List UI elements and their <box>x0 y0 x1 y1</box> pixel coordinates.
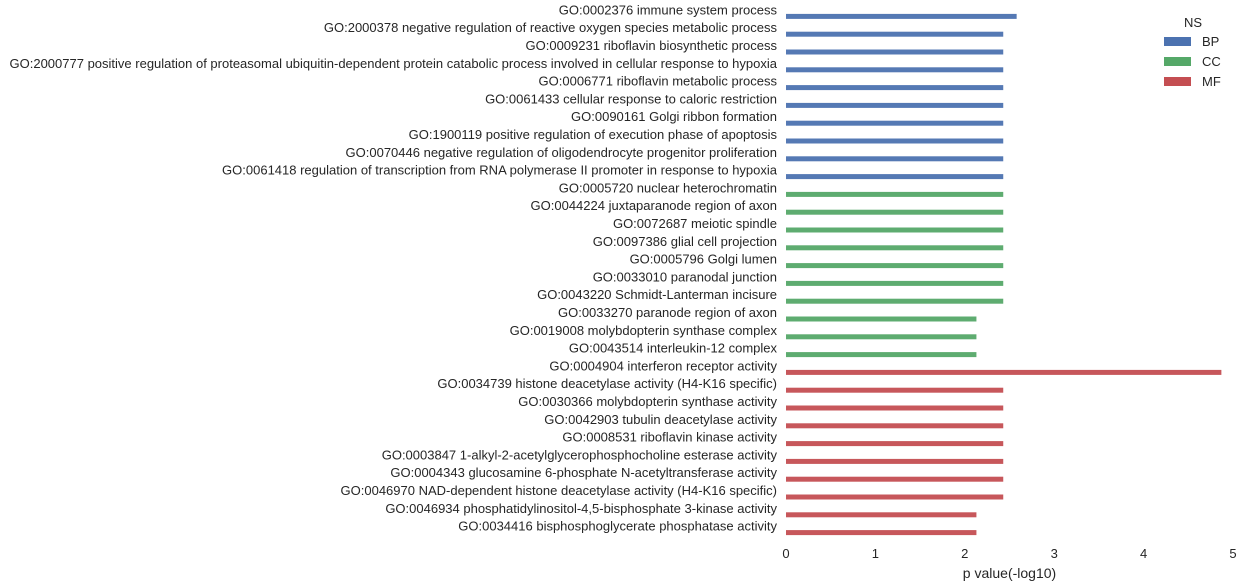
category-label: GO:0002376 immune system process <box>559 2 778 17</box>
category-label: GO:0004904 interferon receptor activity <box>549 358 777 373</box>
category-label: GO:0004343 glucosamine 6-phosphate N-ace… <box>390 465 777 480</box>
category-label: GO:0090161 Golgi ribbon formation <box>571 109 777 124</box>
x-tick-label: 3 <box>1051 546 1058 561</box>
bar-mf <box>786 387 1004 393</box>
bar-bp <box>786 138 1004 144</box>
category-label: GO:0046934 phosphatidylinositol-4,5-bisp… <box>385 501 777 516</box>
bar-cc <box>786 245 1004 251</box>
bar-bp <box>786 174 1004 180</box>
bar-cc <box>786 352 977 358</box>
category-label: GO:1900119 positive regulation of execut… <box>409 127 778 142</box>
bar-mf <box>786 476 1004 482</box>
bar-bp <box>786 31 1004 37</box>
bar-cc <box>786 191 1004 197</box>
category-labels: GO:0002376 immune system process GO:20003… <box>10 2 778 533</box>
bar-cc <box>786 263 1004 269</box>
category-label: GO:0042903 tubulin deacetylase activity <box>544 412 777 427</box>
legend-title: NS <box>1184 15 1202 30</box>
category-label: GO:0030366 molybdopterin synthase activi… <box>518 394 777 409</box>
category-label: GO:2000777 positive regulation of protea… <box>10 56 778 71</box>
bar-bp <box>786 49 1004 55</box>
category-label: GO:0008531 riboflavin kinase activity <box>562 430 777 445</box>
bar-cc <box>786 316 977 322</box>
category-label: GO:0061433 cellular response to caloric … <box>485 91 777 106</box>
legend-entry-label: MF <box>1202 74 1221 89</box>
bar-bp <box>786 85 1004 91</box>
category-label: GO:0043220 Schmidt-Lanterman incisure <box>537 287 777 302</box>
bar-bp <box>786 102 1004 108</box>
bar-mf <box>786 369 1222 375</box>
category-label: GO:0061418 regulation of transcription f… <box>222 163 778 178</box>
bar-bp <box>786 67 1004 73</box>
category-label: GO:0009231 riboflavin biosynthetic proce… <box>526 38 778 53</box>
legend-entry-label: BP <box>1202 34 1219 49</box>
category-label: GO:0019008 molybdopterin synthase comple… <box>510 323 778 338</box>
x-tick-label: 1 <box>872 546 879 561</box>
category-label: GO:0072687 meiotic spindle <box>613 216 777 231</box>
x-axis-ticks: 0 1 2 3 4 5 <box>782 546 1236 561</box>
legend-swatch-mf <box>1164 77 1191 86</box>
category-label: GO:0044224 juxtaparanode region of axon <box>531 198 777 213</box>
category-label: GO:0097386 glial cell projection <box>593 234 777 249</box>
bar-cc <box>786 227 1004 233</box>
bar-mf <box>786 405 1004 411</box>
category-label: GO:0034416 bisphosphoglycerate phosphata… <box>458 519 777 534</box>
bar-mf <box>786 423 1004 429</box>
category-label: GO:0043514 interleukin-12 complex <box>569 341 778 356</box>
category-label: GO:0070446 negative regulation of oligod… <box>346 145 777 160</box>
legend-entry-label: CC <box>1202 54 1221 69</box>
bar-mf <box>786 441 1004 447</box>
category-label: GO:0033270 paranode region of axon <box>558 305 777 320</box>
bar-bp <box>786 120 1004 126</box>
bar-mf <box>786 494 1004 500</box>
x-axis-label: p value(-log10) <box>963 565 1056 581</box>
bars <box>786 13 1222 536</box>
x-tick-label: 2 <box>961 546 968 561</box>
x-tick-label: 5 <box>1229 546 1236 561</box>
category-label: GO:0005796 Golgi lumen <box>630 252 777 267</box>
bar-cc <box>786 280 1004 286</box>
bar-mf <box>786 512 977 518</box>
category-label: GO:0046970 NAD-dependent histone deacety… <box>341 483 777 498</box>
category-label: GO:0005720 nuclear heterochromatin <box>559 180 777 195</box>
bar-cc <box>786 298 1004 304</box>
bar-cc <box>786 209 1004 215</box>
legend-swatch-bp <box>1164 37 1191 46</box>
x-tick-label: 4 <box>1140 546 1147 561</box>
category-label: GO:2000378 negative regulation of reacti… <box>324 20 778 35</box>
x-tick-label: 0 <box>782 546 789 561</box>
category-label: GO:0034739 histone deacetylase activity … <box>437 376 777 391</box>
bar-mf <box>786 458 1004 464</box>
category-label: GO:0006771 riboflavin metabolic process <box>539 74 778 89</box>
category-label: GO:0003847 1-alkyl-2-acetylglycerophosph… <box>382 447 778 462</box>
bar-cc <box>786 334 977 340</box>
bar-bp <box>786 13 1017 19</box>
legend-swatch-cc <box>1164 57 1191 66</box>
bar-bp <box>786 156 1004 162</box>
category-label: GO:0033010 paranodal junction <box>593 269 777 284</box>
bar-mf <box>786 530 977 536</box>
